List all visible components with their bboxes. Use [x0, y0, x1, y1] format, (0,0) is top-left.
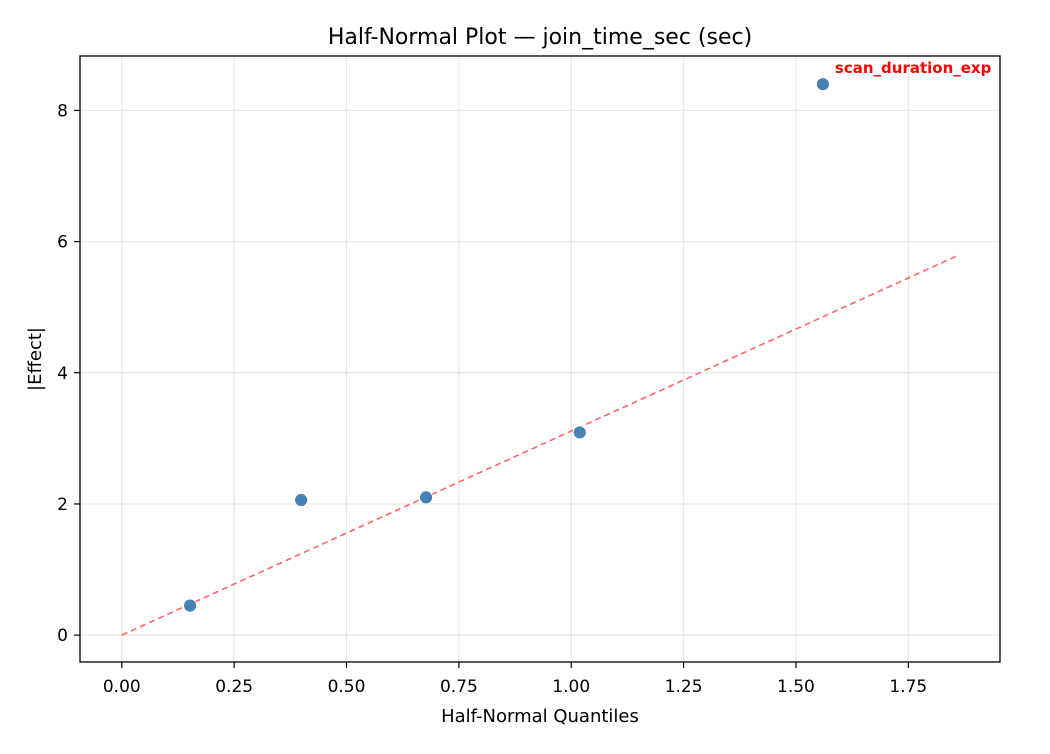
y-axis-ticks: 0 2 4 6 8 [57, 101, 80, 646]
data-points: scan_duration_exp [183, 59, 992, 613]
data-point [183, 598, 198, 613]
x-axis-ticks: 0.00 0.25 0.50 0.75 1.00 1.25 1.50 1.75 [103, 662, 927, 697]
data-point [816, 77, 830, 92]
x-tick-label: 0.50 [328, 677, 366, 697]
reference-line [121, 254, 959, 636]
x-tick-label: 1.00 [552, 677, 590, 697]
data-point [572, 425, 587, 440]
x-tick-label: 1.75 [889, 677, 927, 697]
x-tick-label: 0.00 [103, 677, 141, 697]
data-point [419, 490, 433, 505]
x-tick-label: 0.75 [440, 677, 478, 697]
point-annotation: scan_duration_exp [835, 59, 992, 77]
y-axis-label: |Effect| [25, 327, 46, 391]
y-tick-label: 8 [57, 101, 68, 121]
y-tick-label: 0 [57, 626, 68, 646]
y-tick-label: 4 [57, 364, 68, 384]
x-tick-label: 1.25 [665, 677, 703, 697]
plot-frame [79, 55, 1001, 663]
chart-title: Half-Normal Plot — join_time_sec (sec) [328, 25, 752, 50]
y-tick-label: 2 [57, 495, 68, 515]
x-tick-label: 1.50 [777, 677, 815, 697]
data-point [294, 493, 309, 507]
y-tick-label: 6 [57, 233, 68, 253]
grid [80, 56, 1000, 662]
x-axis-label: Half-Normal Quantiles [441, 706, 639, 727]
x-tick-label: 0.25 [215, 677, 253, 697]
